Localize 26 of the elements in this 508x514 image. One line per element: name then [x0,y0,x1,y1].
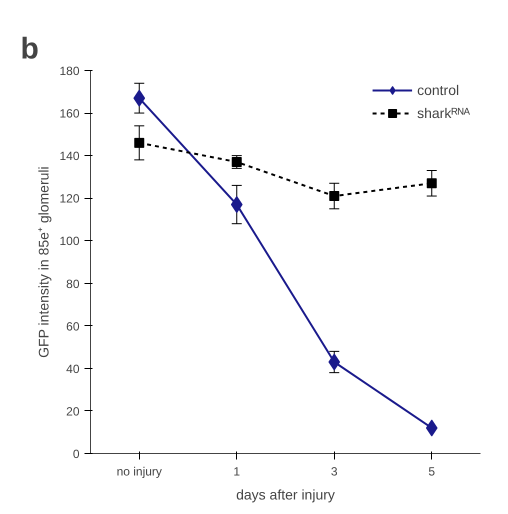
x-tick-label: 3 [330,464,338,478]
y-tick-label: 160 [59,106,80,121]
y-tick-label: 180 [59,64,80,78]
point [329,191,340,202]
y-tick-label: 20 [66,404,80,418]
legend-label: control [417,82,460,98]
x-tick-label: 5 [428,464,436,478]
point [328,354,340,371]
y-tick-label: 0 [72,447,80,461]
point [426,178,437,188]
y-tick-label: 80 [66,276,80,291]
y-tick-label: 120 [59,192,80,206]
y-tick-label: 100 [59,234,80,248]
y-axis-title: GFP intensity in 85e⁺ glomeruli [35,166,52,358]
text: b [20,32,39,66]
point [426,419,438,436]
legend-label: sharkᴿᴺᴬ [417,105,470,121]
x-axis-title: days after injury [236,486,335,502]
x-tick-label: no injury [116,464,162,478]
y-tick-label: 60 [66,319,80,334]
y-tick-label: 140 [59,149,80,164]
point [134,138,144,148]
x-tick-label: 1 [233,464,240,478]
point [230,196,243,214]
point [133,90,146,107]
y-tick-label: 40 [66,362,80,376]
